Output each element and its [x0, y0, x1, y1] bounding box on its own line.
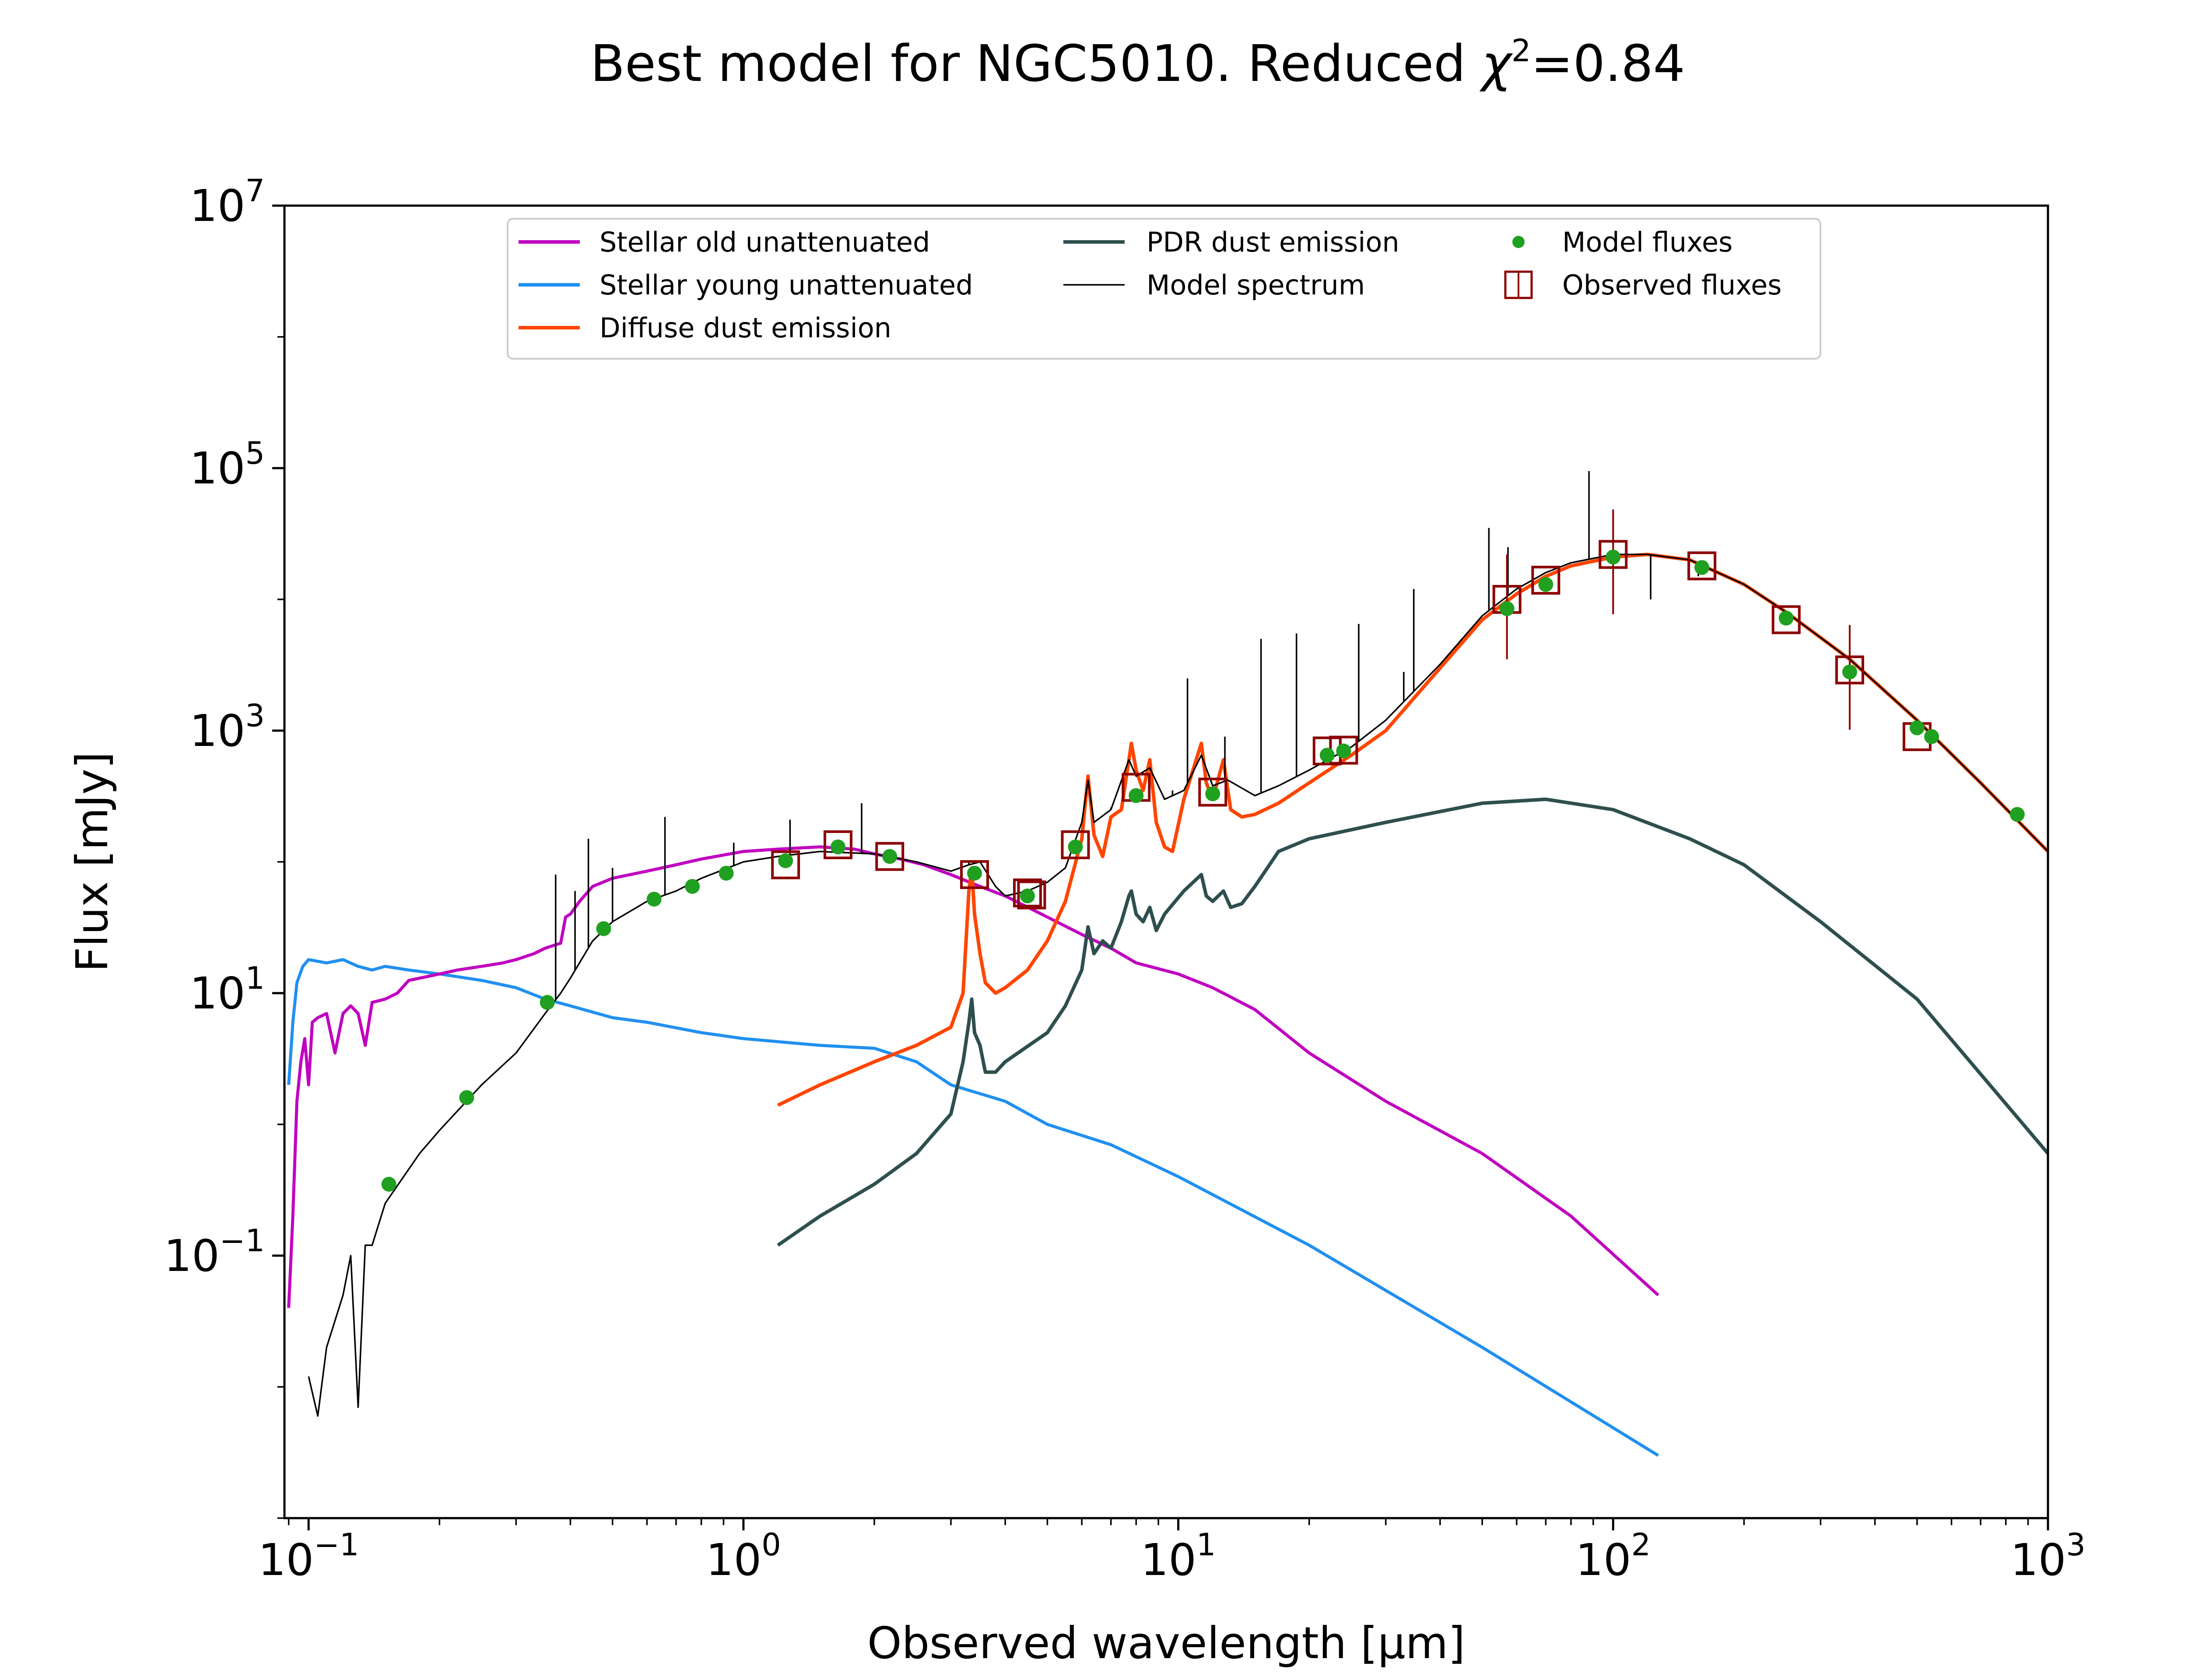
model-flux-point	[540, 995, 555, 1010]
chart-title-symbol: χ	[1479, 35, 1513, 93]
x-axis-label: Observed wavelength [μm]	[867, 1617, 1465, 1669]
model-flux-point	[1020, 888, 1035, 903]
model-flux-point	[830, 839, 845, 854]
legend-label-stellar-young-unattenuated: Stellar young unattenuated	[600, 269, 973, 301]
model-flux-point	[1068, 839, 1083, 854]
model-spectrum-line	[308, 553, 2048, 1417]
observed-flux-marker	[1835, 655, 1864, 685]
model-flux-point	[685, 879, 700, 894]
legend-label-model-spectrum: Model spectrum	[1147, 269, 1365, 301]
observed-flux-marker	[771, 850, 800, 879]
model-flux-point	[1842, 664, 1857, 679]
model-flux-point	[778, 853, 793, 868]
y-tick-label: 10−1	[164, 1223, 265, 1281]
model-flux-point	[1778, 610, 1794, 626]
chart-title-text: Best model for NGC5010. Reduced	[590, 35, 1482, 93]
model-flux-point	[381, 1176, 396, 1192]
model-flux-point	[719, 865, 734, 881]
x-tick-label: 102	[1575, 1527, 1651, 1586]
diffuse-dust-emission-line	[777, 553, 2048, 1107]
model-flux-point	[1499, 601, 1515, 616]
observed-flux-marker	[1198, 777, 1227, 807]
model-flux-point	[882, 849, 898, 864]
y-tick-label: 101	[189, 960, 265, 1019]
model-flux-point	[1336, 743, 1351, 759]
stellar-young-unattenuated-line	[287, 958, 1659, 1457]
series-layer	[287, 471, 2048, 1457]
x-tick-label: 101	[1141, 1527, 1216, 1586]
chart-title-suffix: =0.84	[1531, 35, 1685, 93]
y-tick-label: 107	[189, 173, 265, 231]
observed-flux-marker	[960, 860, 989, 889]
model-flux-point	[1694, 560, 1710, 575]
legend: Stellar old unattenuated Stellar young un…	[507, 218, 1821, 360]
model-flux-point	[646, 892, 662, 907]
x-tick-label: 100	[706, 1527, 781, 1586]
legend-box	[507, 218, 1821, 360]
plot-frame	[283, 204, 2049, 1519]
observed-flux-marker	[1771, 605, 1801, 634]
model-flux-point	[459, 1090, 474, 1105]
x-tick-label: 103	[2010, 1527, 2086, 1586]
legend-label-stellar-old-unattenuated: Stellar old unattenuated	[600, 226, 930, 258]
model-flux-point	[1319, 748, 1335, 763]
model-flux-point	[1538, 577, 1553, 592]
pdr-dust-emission-line	[777, 797, 2048, 1247]
chart-title-exponent: 2	[1511, 33, 1531, 69]
y-axis-label: Flux [mJy]	[67, 752, 118, 972]
observed-flux-marker	[1531, 566, 1560, 595]
legend-swatch-model-fluxes	[1512, 236, 1525, 248]
legend-label-diffuse-dust-emission: Diffuse dust emission	[600, 312, 891, 344]
model-flux-point	[967, 865, 982, 881]
legend-label-pdr-dust-emission: PDR dust emission	[1147, 226, 1399, 258]
observed-flux-marker	[1017, 880, 1046, 910]
model-flux-point	[1924, 729, 1939, 744]
model-flux-point	[2009, 807, 2025, 822]
y-tick-label: 103	[189, 698, 265, 756]
model-flux-point	[596, 921, 611, 936]
model-flux-point	[1909, 720, 1925, 735]
legend-label-observed-fluxes: Observed fluxes	[1562, 269, 1782, 301]
chart-title: Best model for NGC5010. Reduced χ2=0.84	[590, 33, 1685, 93]
observed-flux-marker	[875, 842, 905, 871]
x-tick-label: 10−1	[258, 1527, 359, 1586]
y-tick-label: 105	[189, 435, 265, 494]
observed-flux-marker	[1599, 540, 1628, 569]
observed-flux-marker	[1687, 551, 1717, 581]
legend-label-model-fluxes: Model fluxes	[1562, 226, 1732, 258]
observed-flux-marker	[1061, 830, 1090, 859]
model-flux-point	[1205, 786, 1220, 802]
model-flux-point	[1129, 788, 1144, 803]
axis-ticks: 10−1 100 101 102 103 10−1 101 103 105 107	[164, 173, 2086, 1586]
observed-flux-marker	[1013, 878, 1042, 907]
model-flux-point	[1606, 550, 1621, 565]
observed-flux-marker	[823, 830, 852, 859]
